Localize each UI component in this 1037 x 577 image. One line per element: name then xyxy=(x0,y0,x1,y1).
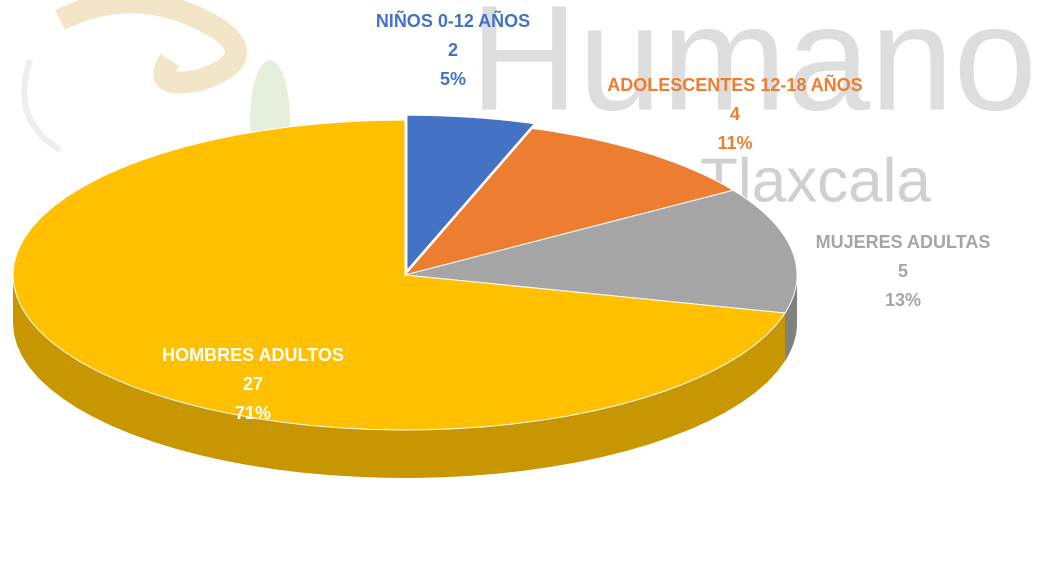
percent-label: 13% xyxy=(885,290,921,310)
watermark-swirl xyxy=(24,60,60,150)
watermark-swirl xyxy=(60,2,236,82)
category-label: NIÑOS 0-12 AÑOS xyxy=(376,10,530,31)
watermark-text: Humanos xyxy=(470,0,1037,142)
page: Humanos Tlaxcala NIÑOS 0-12 AÑOS25%ADOLE… xyxy=(0,0,1037,577)
percent-label: 71% xyxy=(235,403,271,423)
chart: Humanos Tlaxcala NIÑOS 0-12 AÑOS25%ADOLE… xyxy=(0,0,1037,577)
value-label: 2 xyxy=(448,40,458,60)
category-label: MUJERES ADULTAS xyxy=(816,232,991,252)
category-label: HOMBRES ADULTOS xyxy=(162,345,344,365)
value-label: 4 xyxy=(730,104,740,124)
value-label: 27 xyxy=(243,374,263,394)
category-label: ADOLESCENTES 12-18 AÑOS xyxy=(607,74,862,95)
value-label: 5 xyxy=(898,261,908,281)
pie xyxy=(13,115,797,478)
percent-label: 5% xyxy=(440,69,466,89)
percent-label: 11% xyxy=(717,133,752,153)
